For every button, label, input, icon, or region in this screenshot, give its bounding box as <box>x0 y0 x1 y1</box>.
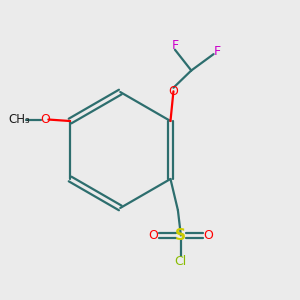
Text: O: O <box>40 113 50 126</box>
Text: Cl: Cl <box>175 255 187 268</box>
Text: O: O <box>204 229 214 242</box>
Text: O: O <box>169 85 178 98</box>
Text: F: F <box>171 39 178 52</box>
Text: CH₃: CH₃ <box>8 113 30 126</box>
Text: S: S <box>176 228 186 243</box>
Text: F: F <box>214 45 221 58</box>
Text: O: O <box>148 229 158 242</box>
